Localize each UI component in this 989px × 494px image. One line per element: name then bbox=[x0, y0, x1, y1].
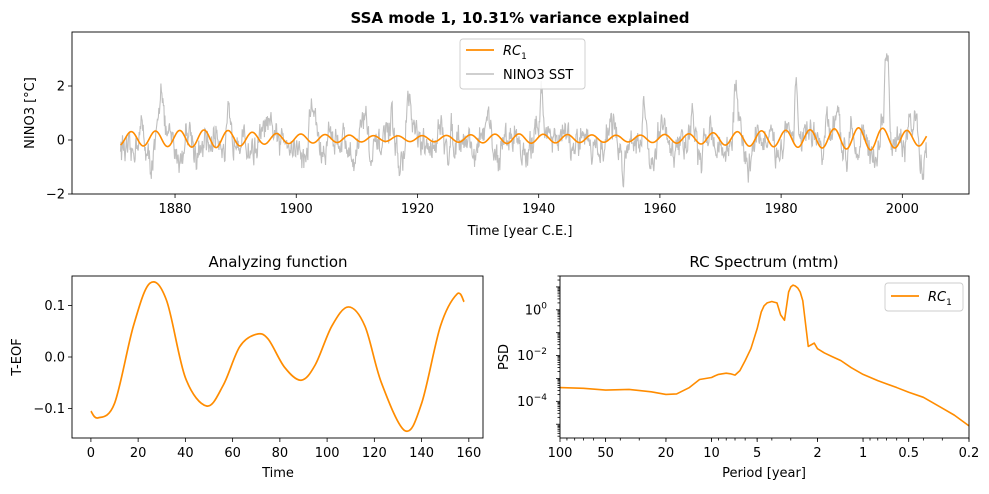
spectrum-legend-box bbox=[884, 282, 964, 312]
ssa-x-ticks: 1880 1900 1920 1940 1960 1980 2000 bbox=[158, 194, 919, 217]
ssa-legend-box bbox=[459, 38, 586, 90]
spectrum-x-label: Period [year] bbox=[722, 466, 806, 481]
spectrum-x-tick-label: 0.2 bbox=[959, 446, 980, 461]
spectrum-x-tick-label: 100 bbox=[548, 446, 573, 461]
analyzing-x-tick-label: 0 bbox=[87, 446, 95, 461]
analyzing-title: Analyzing function bbox=[208, 253, 347, 271]
nino3-sst-line bbox=[119, 53, 928, 188]
analyzing-x-tick-label: 20 bbox=[130, 446, 147, 461]
ssa-y-tick-label: 0 bbox=[57, 134, 65, 149]
spectrum-legend: RC1 bbox=[884, 282, 964, 312]
spectrum-plot-area bbox=[559, 284, 970, 427]
analyzing-x-tick-label: 140 bbox=[409, 446, 434, 461]
spectrum-x-tick-label: 1 bbox=[859, 446, 867, 461]
ssa-panel: SSA mode 1, 10.31% variance explained 18… bbox=[23, 9, 970, 239]
analyzing-x-ticks: 0 20 40 60 80 100 120 140 160 bbox=[87, 438, 481, 461]
spectrum-y-tick-label: 10−4 bbox=[517, 393, 547, 410]
spectrum-x-ticks: 100 50 20 10 5 2 1 0.5 0.2 bbox=[548, 438, 980, 461]
spectrum-y-label: PSD bbox=[497, 344, 512, 370]
ssa-legend: RC1 NINO3 SST bbox=[459, 38, 586, 90]
spectrum-legend-rc-label: RC1 bbox=[928, 290, 952, 308]
analyzing-y-ticks: −0.1 0.0 0.1 bbox=[33, 299, 72, 417]
spectrum-x-tick-label: 10 bbox=[703, 446, 720, 461]
ssa-x-tick-label: 1940 bbox=[522, 202, 555, 217]
analyzing-y-tick-label: 0.1 bbox=[44, 299, 65, 314]
ssa-x-label: Time [year C.E.] bbox=[467, 224, 573, 239]
analyzing-x-tick-label: 100 bbox=[315, 446, 340, 461]
analyzing-x-tick-label: 80 bbox=[272, 446, 289, 461]
analyzing-x-label: Time bbox=[261, 466, 294, 481]
spectrum-title: RC Spectrum (mtm) bbox=[689, 253, 838, 271]
spectrum-x-tick-label: 2 bbox=[813, 446, 821, 461]
ssa-axes-frame bbox=[71, 31, 970, 195]
analyzing-x-tick-label: 160 bbox=[456, 446, 481, 461]
analyzing-x-tick-label: 120 bbox=[362, 446, 387, 461]
ssa-y-ticks: −2 0 2 bbox=[46, 80, 72, 203]
analyzing-panel: Analyzing function 0 20 40 60 80 100 120 140 160… bbox=[10, 253, 484, 481]
analyzing-x-tick-label: 60 bbox=[224, 446, 241, 461]
spectrum-x-tick-label: 20 bbox=[658, 446, 675, 461]
ssa-x-tick-label: 1980 bbox=[765, 202, 798, 217]
ssa-x-tick-label: 1920 bbox=[401, 202, 434, 217]
ssa-x-tick-label: 1880 bbox=[158, 202, 191, 217]
analyzing-y-tick-label: 0.0 bbox=[44, 351, 65, 366]
spectrum-x-tick-label: 0.5 bbox=[898, 446, 919, 461]
ssa-y-tick-label: 2 bbox=[57, 80, 65, 95]
rc1-spectrum-line bbox=[559, 284, 970, 427]
spectrum-x-tick-label: 5 bbox=[753, 446, 761, 461]
t-eof-line bbox=[90, 281, 465, 433]
analyzing-y-tick-label: −0.1 bbox=[33, 402, 65, 417]
analyzing-x-tick-label: 40 bbox=[177, 446, 194, 461]
ssa-x-tick-label: 1900 bbox=[280, 202, 313, 217]
spectrum-panel: RC Spectrum (mtm) 100 50 20 10 5 2 1 0.5 0.2 100… bbox=[497, 253, 979, 481]
analyzing-plot-area bbox=[90, 281, 465, 433]
rc1-line bbox=[120, 127, 928, 151]
spectrum-y-tick-label: 10−2 bbox=[517, 347, 547, 364]
ssa-legend-rc-label: RC1 bbox=[503, 44, 527, 62]
ssa-plot-area bbox=[119, 53, 928, 188]
analyzing-y-label: T-EOF bbox=[10, 338, 25, 376]
ssa-x-tick-label: 2000 bbox=[886, 202, 919, 217]
ssa-legend-sst-label: NINO3 SST bbox=[503, 68, 573, 83]
spectrum-y-tick-label: 100 bbox=[525, 301, 548, 318]
ssa-x-tick-label: 1960 bbox=[643, 202, 676, 217]
ssa-y-label: NINO3 [°C] bbox=[23, 77, 38, 149]
spectrum-y-ticks: 100 10−2 10−4 bbox=[517, 275, 560, 437]
ssa-y-tick-label: −2 bbox=[46, 188, 65, 203]
ssa-title: SSA mode 1, 10.31% variance explained bbox=[351, 9, 690, 27]
spectrum-x-tick-label: 50 bbox=[597, 446, 614, 461]
